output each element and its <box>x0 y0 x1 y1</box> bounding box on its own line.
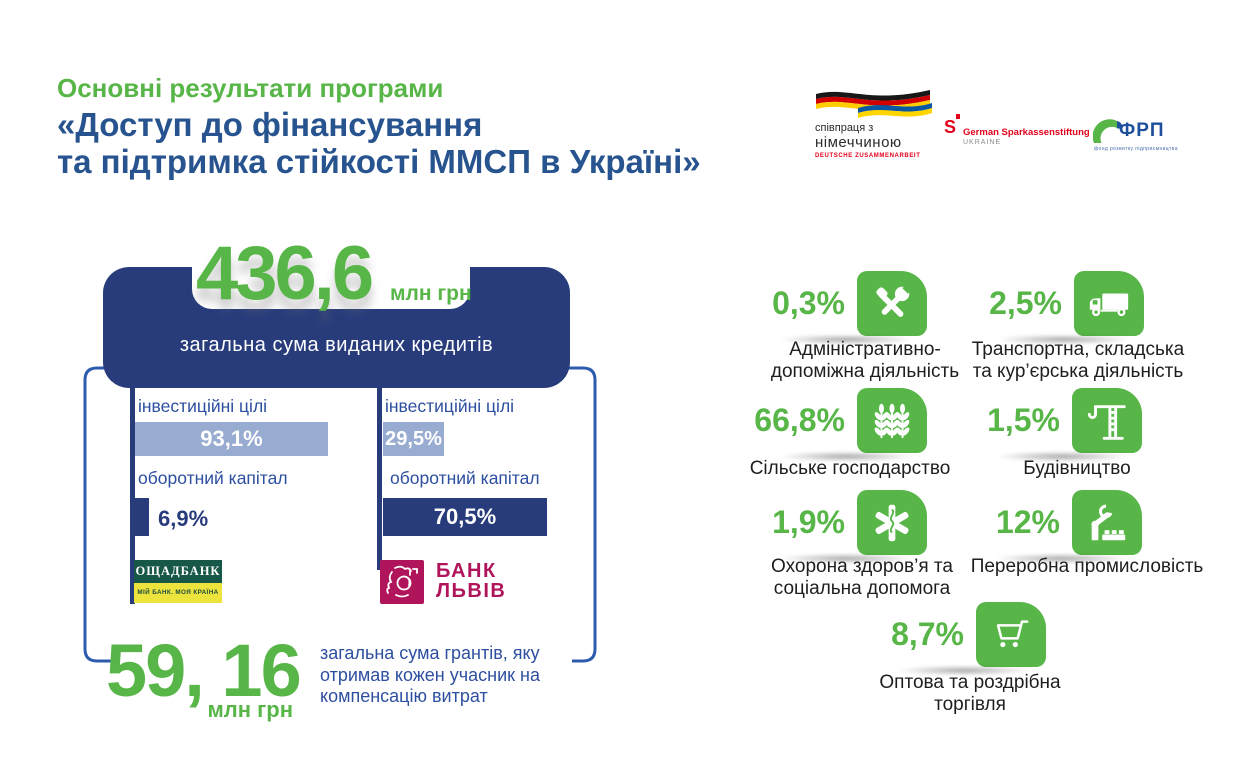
bank-lviv-working-value: 70,5% <box>433 504 497 529</box>
sector-healthcare-tile <box>857 490 927 555</box>
frp-tagline: фонд розвитку підприємництва <box>1094 146 1178 152</box>
wheat-icon <box>874 403 910 439</box>
oschadbank-investment-label: інвестиційні цілі <box>138 396 268 416</box>
oschadbank-logo-tagline: МІЙ БАНК. МОЯ КРАЇНА <box>134 583 222 603</box>
sparkassenstiftung-logo: S German Sparkassenstiftung UKRAINE <box>944 112 1090 152</box>
crane-icon <box>1087 405 1126 440</box>
tools-icon <box>876 282 914 317</box>
coop-logo-text-line2: німеччиною <box>815 134 902 151</box>
sector-construction-label: Будівництво <box>1023 458 1131 479</box>
sector-agriculture-label: Сільське господарство <box>749 458 951 479</box>
sector-agriculture-tile <box>857 388 927 453</box>
bank-lviv-working-label: оборотний капітал <box>390 468 540 488</box>
grants-caption: загальна сума грантів, яку отримав кожен… <box>320 643 540 708</box>
bank-lviv-lion-emblem <box>380 560 424 604</box>
oschadbank-working-label: оборотний капітал <box>138 468 288 488</box>
german-ukrainian-flags-icon <box>816 90 932 118</box>
program-title-line1: «Доступ до фінансування <box>57 106 483 143</box>
oschadbank-logo-title: ОЩАДБАНК <box>134 560 222 583</box>
bank-lviv-working-bar: 70,5% <box>383 498 547 536</box>
sector-manufacturing-label: Переробна промисловість <box>970 556 1204 577</box>
loans-total-notch <box>192 267 470 309</box>
oschadbank-investment-bar: 93,1% <box>135 422 328 456</box>
sector-transport-tile <box>1074 271 1144 336</box>
oschadbank-logo: ОЩАДБАНК МІЙ БАНК. МОЯ КРАЇНА <box>134 560 222 603</box>
medical-icon <box>875 504 909 542</box>
sector-healthcare-label: Охорона здоров’я та соціальна допомога <box>771 556 953 599</box>
sector-admin-shadow <box>760 333 932 346</box>
sector-healthcare-shadow <box>760 552 932 565</box>
oschadbank-working-value: 6,9% <box>158 506 209 531</box>
frp-logo: ФРП фонд розвитку підприємництва <box>1093 116 1178 156</box>
coop-logo-tagline: DEUTSCHE ZUSAMMENARBEIT <box>815 153 921 159</box>
sector-agriculture-value: 66,8% <box>754 402 845 438</box>
sector-admin-tile <box>857 271 927 336</box>
sector-construction-shadow <box>976 450 1148 463</box>
grants-caption-line1: загальна сума грантів, яку <box>320 643 540 663</box>
sector-manufacturing-tile <box>1072 490 1142 555</box>
grants-caption-line3: компенсацію витрат <box>320 686 488 706</box>
bank-lviv-wordmark: БАНК ЛЬВІВ <box>436 561 506 601</box>
sector-agriculture-shadow <box>760 450 932 463</box>
program-title-line2: та підтримка стійкості ММСП в Україні» <box>57 143 701 180</box>
oschadbank-investment-value: 93,1% <box>200 426 263 451</box>
sector-trade-label: Оптова та роздрібна торгівля <box>879 672 1061 715</box>
loans-total-caption: загальна сума виданих кредитів <box>179 334 494 356</box>
sector-trade-value: 8,7% <box>891 616 964 652</box>
grants-caption-line2: отримав кожен учасник на <box>320 664 540 685</box>
sector-trade-tile <box>976 602 1046 667</box>
sector-admin-value: 0,3% <box>772 285 845 321</box>
industry-icon <box>1091 504 1126 541</box>
sector-manufacturing-value: 12% <box>995 504 1060 540</box>
coop-logo-text-line1: співпраця з <box>815 122 874 134</box>
grants-total-unit: млн грн <box>207 697 293 722</box>
loans-total-unit: млн грн <box>390 282 472 305</box>
truck-icon <box>1089 293 1129 317</box>
sparkassenstiftung-name: German Sparkassenstiftung <box>963 127 1090 138</box>
bank-lviv-investment-bar: 29,5% <box>383 422 444 456</box>
bank-lviv-wordmark-line2: ЛЬВІВ <box>436 580 507 602</box>
bank-lviv-investment-label: інвестиційні цілі <box>385 396 515 416</box>
frp-abbr: ФРП <box>1119 120 1165 141</box>
german-cooperation-logo: співпраця з німеччиною DEUTSCHE ZUSAMMEN… <box>812 84 940 162</box>
frp-swoosh-icon <box>1093 119 1123 143</box>
sector-transport-shadow <box>978 333 1150 346</box>
oschadbank-working-bar <box>135 498 149 536</box>
sparkassenstiftung-country: UKRAINE <box>963 139 1002 146</box>
sector-healthcare-value: 1,9% <box>772 504 845 540</box>
loans-total-amount: 436,6 <box>196 231 374 316</box>
sector-admin-label: Адміністративно-допоміжна діяльність <box>770 339 960 382</box>
program-results-subtitle: Основні результати програми <box>57 73 444 103</box>
sparkasse-s-icon: S <box>944 114 961 138</box>
lion-icon <box>386 565 418 598</box>
cart-icon <box>996 620 1029 648</box>
sector-transport-label: Транспортна, складська та кур’єрська діял… <box>971 339 1185 382</box>
sector-transport-value: 2,5% <box>989 285 1062 321</box>
sector-manufacturing-shadow <box>976 552 1148 565</box>
grants-total-amount: 59, 16 <box>106 629 302 712</box>
bank-lviv-wordmark-line1: БАНК <box>436 560 497 582</box>
sector-construction-value: 1,5% <box>987 402 1060 438</box>
bank-lviv-column-axis <box>377 388 382 570</box>
bank-lviv-investment-value: 29,5% <box>385 427 442 450</box>
sector-trade-shadow <box>878 664 1050 677</box>
sector-construction-tile <box>1072 388 1142 453</box>
oschadbank-column-axis <box>130 388 135 604</box>
